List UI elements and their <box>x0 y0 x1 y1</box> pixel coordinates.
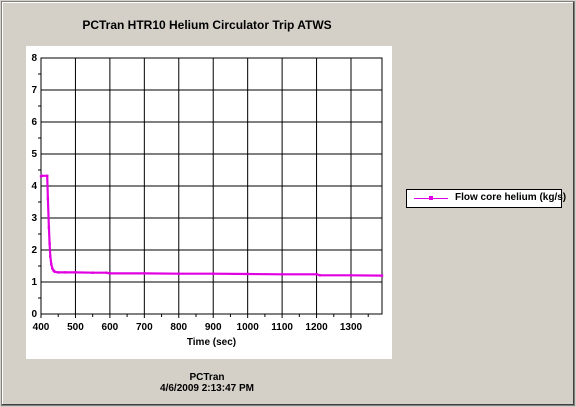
series-point <box>105 271 108 274</box>
y-tick-label: 1 <box>31 277 37 288</box>
series-point <box>91 271 94 274</box>
x-tick-label: 1200 <box>305 322 328 333</box>
series-point <box>177 272 180 275</box>
y-tick-label: 2 <box>31 245 37 256</box>
series-point <box>49 255 52 258</box>
legend: Flow core helium (kg/s) <box>406 189 566 208</box>
series-point <box>47 226 51 229</box>
series-point <box>318 274 322 277</box>
x-tick-label: 600 <box>102 322 119 333</box>
series-point <box>57 271 60 274</box>
plot-panel: 0 1 2 3 4 5 6 7 8 400 500 600 700 800 900 1000 1100 1200 1… <box>26 46 392 359</box>
series-point <box>315 273 318 276</box>
plot-border <box>40 57 383 315</box>
series-point <box>40 174 43 177</box>
chart-title: PCTran HTR10 Helium Circulator Trip ATWS <box>82 18 332 32</box>
x-tick-label: 400 <box>33 322 50 333</box>
series-point <box>48 242 51 245</box>
footer-app-name: PCTran <box>189 372 225 383</box>
y-tick-label: 8 <box>31 53 37 64</box>
x-tick-label: 1100 <box>271 322 293 333</box>
legend-label: Flow core helium (kg/s) <box>455 192 567 203</box>
series-point <box>246 272 249 276</box>
series-point <box>143 272 146 275</box>
footer-timestamp: 4/6/2009 2:13:47 PM <box>160 383 254 394</box>
y-tick-label: 0 <box>31 309 37 320</box>
y-tick-label: 5 <box>31 149 37 160</box>
series-point <box>74 271 77 274</box>
x-tick-label: 700 <box>136 322 153 333</box>
x-tick-label: 500 <box>67 322 84 333</box>
x-tick-label: 800 <box>170 322 187 333</box>
series-point <box>46 174 49 177</box>
y-tick-label: 6 <box>31 117 37 128</box>
series-point <box>108 272 112 275</box>
series-point <box>53 270 56 273</box>
x-axis-label: Time (sec) <box>187 337 236 348</box>
series-point <box>63 271 67 274</box>
x-tick-label: 1300 <box>340 322 363 333</box>
series-point <box>46 197 50 200</box>
series-point <box>51 267 54 270</box>
series-point <box>212 272 215 275</box>
line-chart: 0 1 2 3 4 5 6 7 8 400 500 600 700 800 900 1000 1100 1200 1… <box>31 53 384 348</box>
footer: PCTran 4/6/2009 2:13:47 PM <box>2 372 412 394</box>
series-point <box>380 274 384 277</box>
legend-swatch-marker <box>429 196 433 200</box>
x-tick-label: 1000 <box>237 322 260 333</box>
series-point <box>349 274 353 277</box>
series-line <box>40 174 383 277</box>
y-tick-label: 7 <box>31 85 37 96</box>
series-point <box>280 273 284 276</box>
y-tick-label: 3 <box>31 213 37 224</box>
series-point <box>50 263 53 266</box>
x-tick-label: 900 <box>205 322 222 333</box>
y-tick-label: 4 <box>31 181 37 192</box>
